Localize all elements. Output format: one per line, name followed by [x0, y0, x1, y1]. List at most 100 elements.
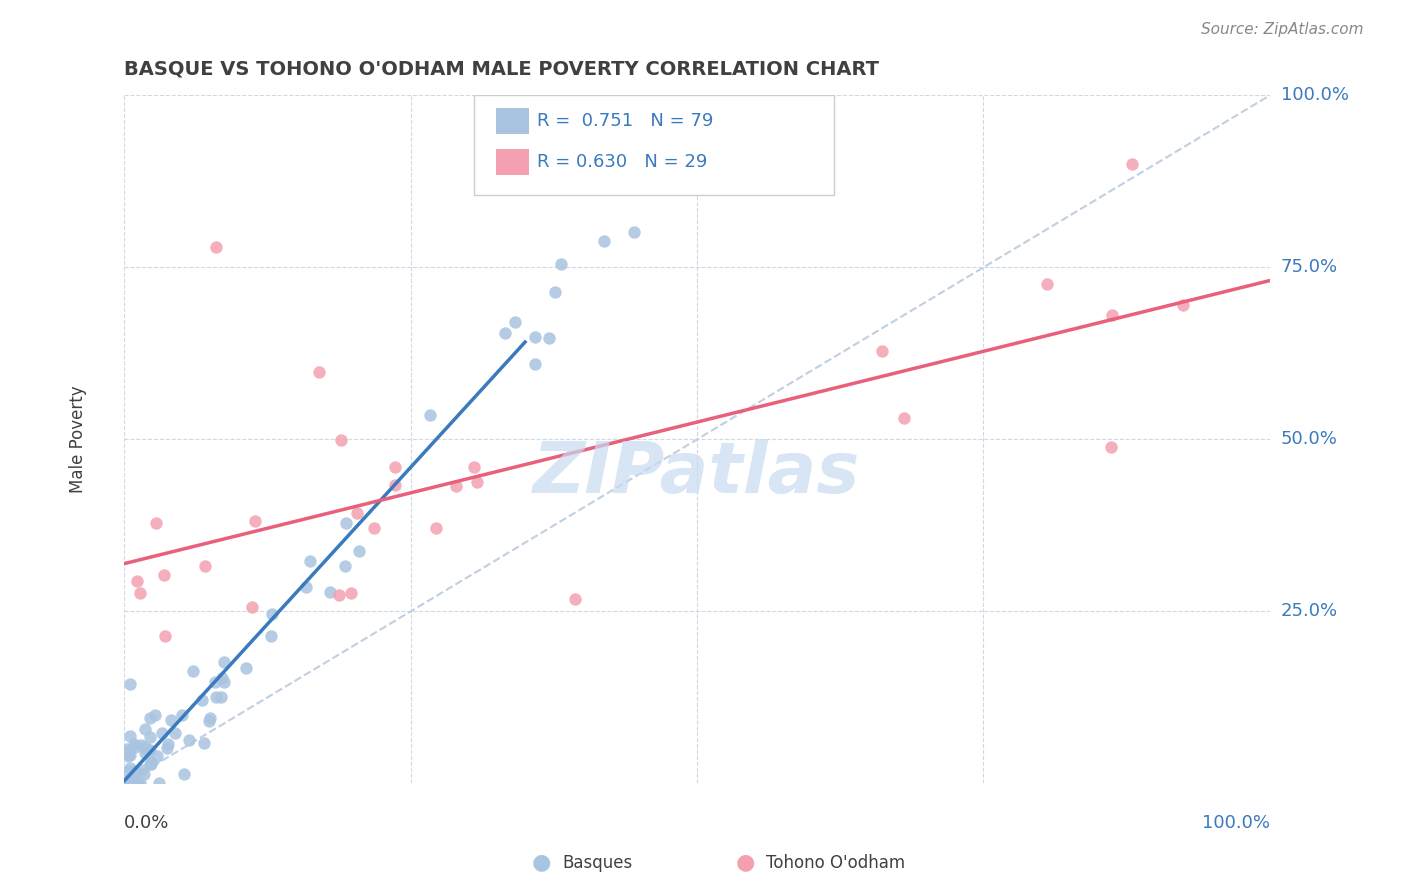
Point	[121, 776, 143, 790]
Point	[212, 655, 235, 669]
Point	[1173, 298, 1195, 312]
Point	[505, 315, 527, 329]
Point	[115, 742, 138, 756]
Point	[465, 475, 488, 489]
Point	[1121, 157, 1143, 171]
Text: Tohono O'odham: Tohono O'odham	[766, 855, 905, 872]
Point	[494, 326, 516, 340]
Point	[544, 285, 567, 300]
Point	[134, 740, 156, 755]
Point	[127, 776, 149, 790]
Point	[623, 226, 645, 240]
Point	[148, 776, 170, 790]
Point	[135, 743, 157, 757]
Point	[124, 764, 146, 779]
Text: ●: ●	[531, 853, 551, 872]
Point	[200, 710, 222, 724]
Point	[294, 580, 316, 594]
Point	[146, 748, 169, 763]
Text: 100.0%: 100.0%	[1281, 87, 1348, 104]
Point	[118, 744, 141, 758]
Text: ●: ●	[735, 853, 755, 872]
Point	[204, 240, 226, 254]
Point	[141, 757, 163, 772]
Text: Basques: Basques	[562, 855, 633, 872]
FancyBboxPatch shape	[474, 95, 834, 195]
Point	[335, 516, 357, 530]
Text: Male Poverty: Male Poverty	[69, 385, 87, 493]
Text: 50.0%: 50.0%	[1281, 431, 1337, 449]
Point	[118, 748, 141, 763]
Text: 0.0%: 0.0%	[124, 814, 170, 832]
Point	[114, 745, 136, 759]
Point	[139, 711, 162, 725]
Point	[132, 767, 155, 781]
Point	[134, 722, 156, 736]
Point	[299, 554, 322, 568]
Point	[114, 776, 136, 790]
Point	[117, 749, 139, 764]
Point	[194, 558, 217, 573]
Point	[117, 764, 139, 778]
Point	[235, 660, 257, 674]
Point	[155, 629, 177, 643]
Point	[134, 747, 156, 761]
Point	[118, 776, 141, 790]
Text: ZIPatlas: ZIPatlas	[533, 440, 860, 508]
Point	[425, 521, 447, 535]
Point	[537, 331, 560, 345]
Point	[118, 761, 141, 775]
Point	[333, 559, 356, 574]
Point	[1101, 308, 1123, 322]
Point	[131, 764, 153, 778]
Bar	[496, 149, 529, 175]
Point	[193, 736, 215, 750]
Text: 25.0%: 25.0%	[1281, 602, 1339, 621]
Point	[177, 732, 200, 747]
Point	[524, 330, 547, 344]
Point	[384, 478, 406, 492]
Point	[198, 714, 221, 728]
Point	[419, 408, 441, 422]
Point	[191, 692, 214, 706]
Point	[114, 776, 136, 790]
Point	[204, 675, 226, 690]
Point	[384, 460, 406, 475]
Point	[139, 755, 162, 769]
Point	[308, 365, 330, 379]
Point	[1036, 277, 1059, 291]
Point	[122, 776, 145, 790]
Point	[156, 741, 179, 756]
Point	[120, 776, 142, 790]
Point	[204, 690, 226, 704]
Point	[328, 588, 350, 602]
Point	[260, 629, 283, 643]
Point	[363, 521, 385, 535]
Point	[122, 767, 145, 781]
Point	[129, 586, 152, 600]
Point	[444, 479, 467, 493]
Point	[319, 585, 342, 599]
Point	[120, 677, 142, 691]
Text: 75.0%: 75.0%	[1281, 259, 1339, 277]
Point	[349, 544, 371, 558]
Bar	[496, 108, 529, 134]
Point	[129, 738, 152, 752]
Point	[592, 234, 614, 248]
Point	[181, 664, 204, 678]
Text: Source: ZipAtlas.com: Source: ZipAtlas.com	[1201, 22, 1364, 37]
Point	[127, 776, 149, 790]
Point	[139, 730, 162, 744]
Point	[165, 725, 187, 739]
Point	[211, 671, 233, 685]
Point	[262, 607, 284, 621]
Point	[118, 773, 141, 788]
Point	[240, 600, 263, 615]
Point	[463, 460, 485, 475]
Text: R = 0.630   N = 29: R = 0.630 N = 29	[537, 153, 707, 171]
Point	[115, 776, 138, 790]
Point	[129, 776, 152, 790]
Point	[139, 756, 162, 771]
Point	[153, 568, 176, 582]
Point	[124, 737, 146, 751]
